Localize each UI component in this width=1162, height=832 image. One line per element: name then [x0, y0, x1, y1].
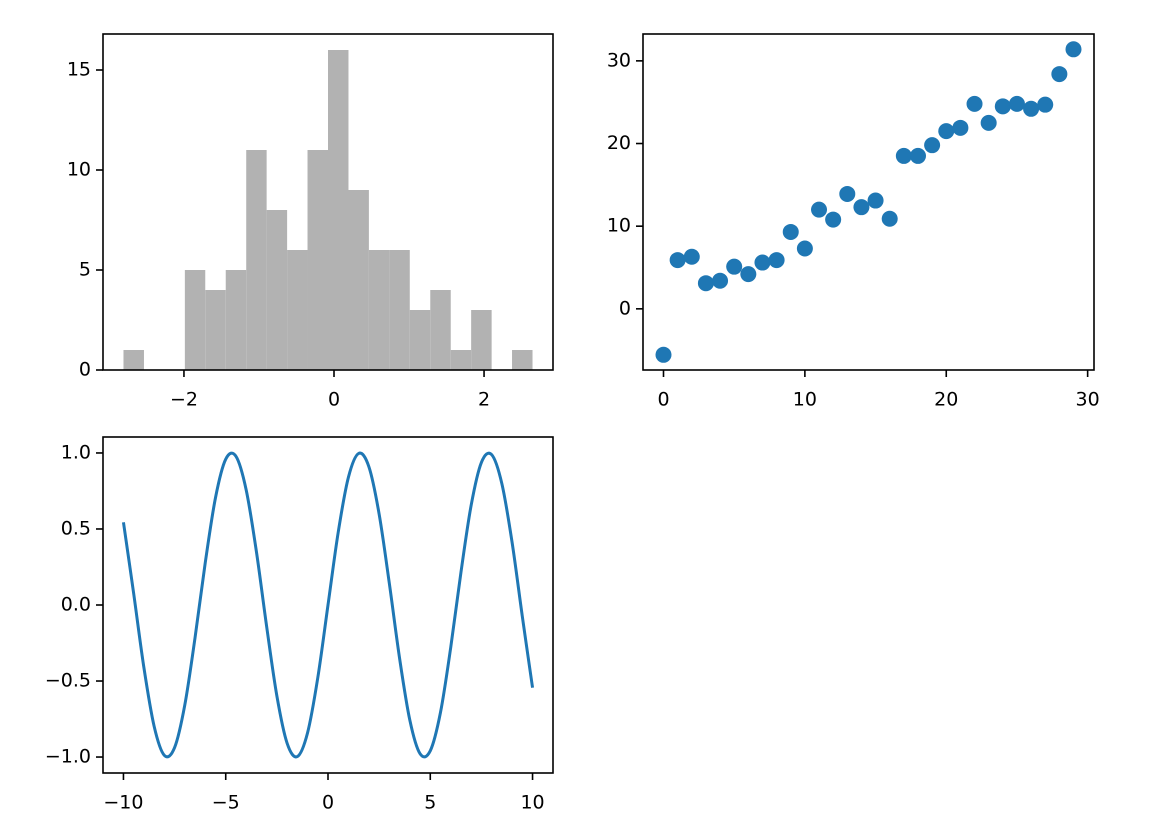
scatter-point [1037, 96, 1054, 113]
scatter-point [867, 192, 884, 209]
x-tick-label: 0 [657, 389, 669, 411]
scatter-point [796, 240, 813, 257]
x-tick-label: −5 [212, 792, 240, 814]
hist-bar [184, 270, 206, 370]
scatter-point [966, 95, 983, 112]
scatter-point [909, 147, 926, 164]
x-tick-label: 0 [322, 792, 334, 814]
y-tick-label: 1.0 [61, 441, 91, 463]
x-tick-label: 0 [328, 389, 340, 411]
scatter-point [726, 258, 743, 275]
subplot: −10 −5 0 5 10 −1.0 −0.5 0.0 0.5 1.0 [45, 436, 554, 814]
hist-bar [266, 210, 288, 370]
hist-bar [328, 50, 349, 370]
y-tick-label: −0.5 [45, 670, 91, 692]
hist-bar [307, 150, 328, 370]
scatter-point [853, 199, 870, 216]
plot-area [655, 41, 1082, 363]
hist-bar [225, 270, 247, 370]
hist-bar [368, 250, 390, 370]
axes-frame [102, 33, 554, 371]
x-tick-label: 2 [478, 389, 490, 411]
scatter-point [1065, 41, 1082, 58]
y-tick-label: 30 [607, 49, 631, 71]
hist-bar [123, 350, 144, 370]
hist-bar [471, 310, 492, 370]
x-tick-label: −2 [170, 389, 198, 411]
line-series [121, 451, 535, 759]
plot-area [123, 50, 533, 370]
scatter-point [924, 137, 941, 154]
y-tick-label: 0.5 [61, 517, 91, 539]
scatter-point [994, 98, 1011, 115]
scatter-point [1023, 100, 1040, 117]
x-tick-label: 20 [934, 389, 958, 411]
hist-bar [246, 150, 267, 370]
plot-area [121, 451, 535, 759]
scatter-point [980, 114, 997, 131]
scatter-point [938, 123, 955, 140]
scatter-point [740, 266, 757, 283]
hist-bar [430, 290, 451, 370]
scatter-point [1008, 95, 1025, 112]
y-tick-label: 15 [67, 59, 91, 81]
y-tick-label: −1.0 [45, 746, 91, 768]
scatter-point [825, 211, 842, 228]
scatter-point [669, 252, 686, 269]
y-tick-label: 5 [79, 259, 91, 281]
scatter-point [881, 210, 898, 227]
y-tick-label: 0 [619, 297, 631, 319]
hist-bar [450, 350, 472, 370]
scatter-point [754, 254, 771, 271]
x-tick-label: 10 [520, 792, 544, 814]
scatter-point [811, 201, 828, 218]
x-tick-label: −10 [103, 792, 143, 814]
axes-frame [642, 33, 1095, 371]
subplot: −2 0 2 0 5 10 15 [67, 33, 554, 411]
x-tick-label: 30 [1076, 389, 1100, 411]
scatter-point [683, 248, 700, 265]
scatter-point [655, 346, 672, 363]
scatter-point [782, 223, 799, 240]
y-tick-label: 0 [79, 359, 91, 381]
scatter-point [712, 272, 729, 289]
hist-bar [512, 350, 533, 370]
scatter-point [768, 252, 785, 269]
scatter-point [952, 119, 969, 136]
scatter-point [895, 147, 912, 164]
subplot: 0 10 20 30 0 10 20 30 [607, 33, 1100, 411]
hist-bar [409, 310, 431, 370]
hist-bar [348, 190, 369, 370]
scatter-point [839, 185, 856, 202]
y-tick-label: 0.0 [61, 594, 91, 616]
x-tick-label: 5 [424, 792, 436, 814]
hist-bar [287, 250, 308, 370]
hist-bar [389, 250, 410, 370]
hist-bar [205, 290, 226, 370]
y-tick-label: 10 [607, 215, 631, 237]
scatter-point [697, 275, 714, 292]
x-tick-label: 10 [793, 389, 817, 411]
y-tick-label: 10 [67, 159, 91, 181]
y-tick-label: 20 [607, 132, 631, 154]
scatter-point [1051, 66, 1068, 83]
